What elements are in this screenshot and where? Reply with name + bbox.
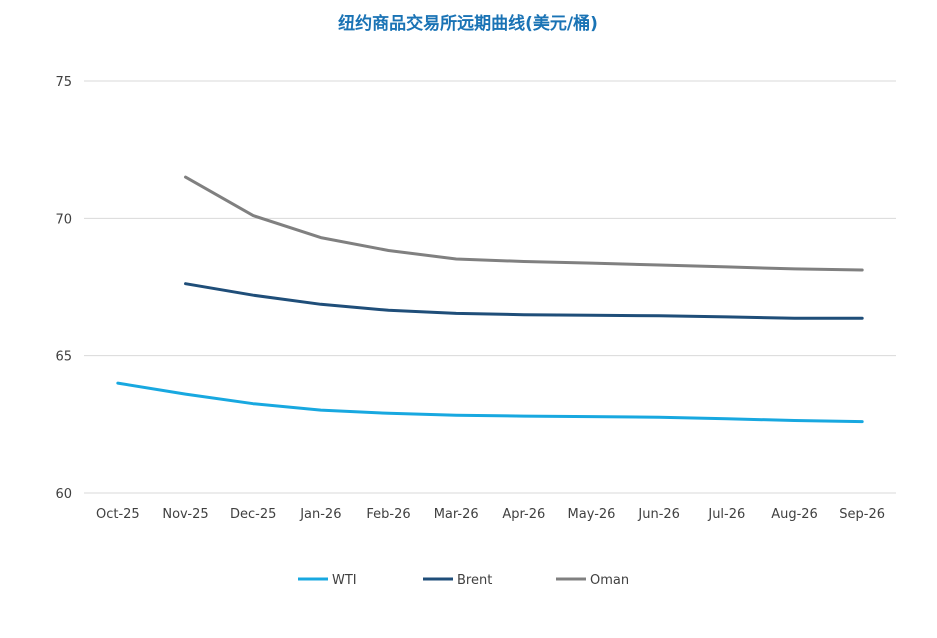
x-axis-ticks: Oct-25 Nov-25 Dec-25 Jan-26 Feb-26 Mar-26 Apr-… <box>96 507 885 522</box>
chart-title: 纽约商品交易所远期曲线(美元/桶) <box>338 13 598 34</box>
x-tick-label: Dec-25 <box>230 507 276 522</box>
x-tick-label: Mar-26 <box>434 507 479 522</box>
legend: WTI Brent Oman <box>298 573 629 588</box>
grid-layer <box>84 80 896 494</box>
x-tick-label: May-26 <box>568 507 616 522</box>
series-line-brent <box>184 282 864 320</box>
y-tick-label: 75 <box>55 75 72 90</box>
x-tick-label: Aug-26 <box>771 507 818 522</box>
x-tick-label: Jun-26 <box>637 507 680 522</box>
y-tick-label: 60 <box>55 487 72 502</box>
legend-label-wti: WTI <box>332 573 357 588</box>
y-axis-ticks: 60 65 70 75 <box>55 75 72 502</box>
x-tick-label: Jan-26 <box>299 507 341 522</box>
series-line-oman <box>184 175 864 272</box>
x-tick-label: Nov-25 <box>162 507 208 522</box>
y-tick-label: 70 <box>55 212 72 227</box>
x-tick-label: Jul-26 <box>707 507 745 522</box>
series-line-wti <box>116 381 864 424</box>
legend-label-oman: Oman <box>590 573 629 588</box>
x-tick-label: Feb-26 <box>366 507 410 522</box>
x-tick-label: Apr-26 <box>502 507 545 522</box>
x-tick-label: Sep-26 <box>839 507 885 522</box>
legend-label-brent: Brent <box>457 573 492 588</box>
y-tick-label: 65 <box>55 350 72 365</box>
x-tick-label: Oct-25 <box>96 507 140 522</box>
series-layer <box>116 175 864 424</box>
